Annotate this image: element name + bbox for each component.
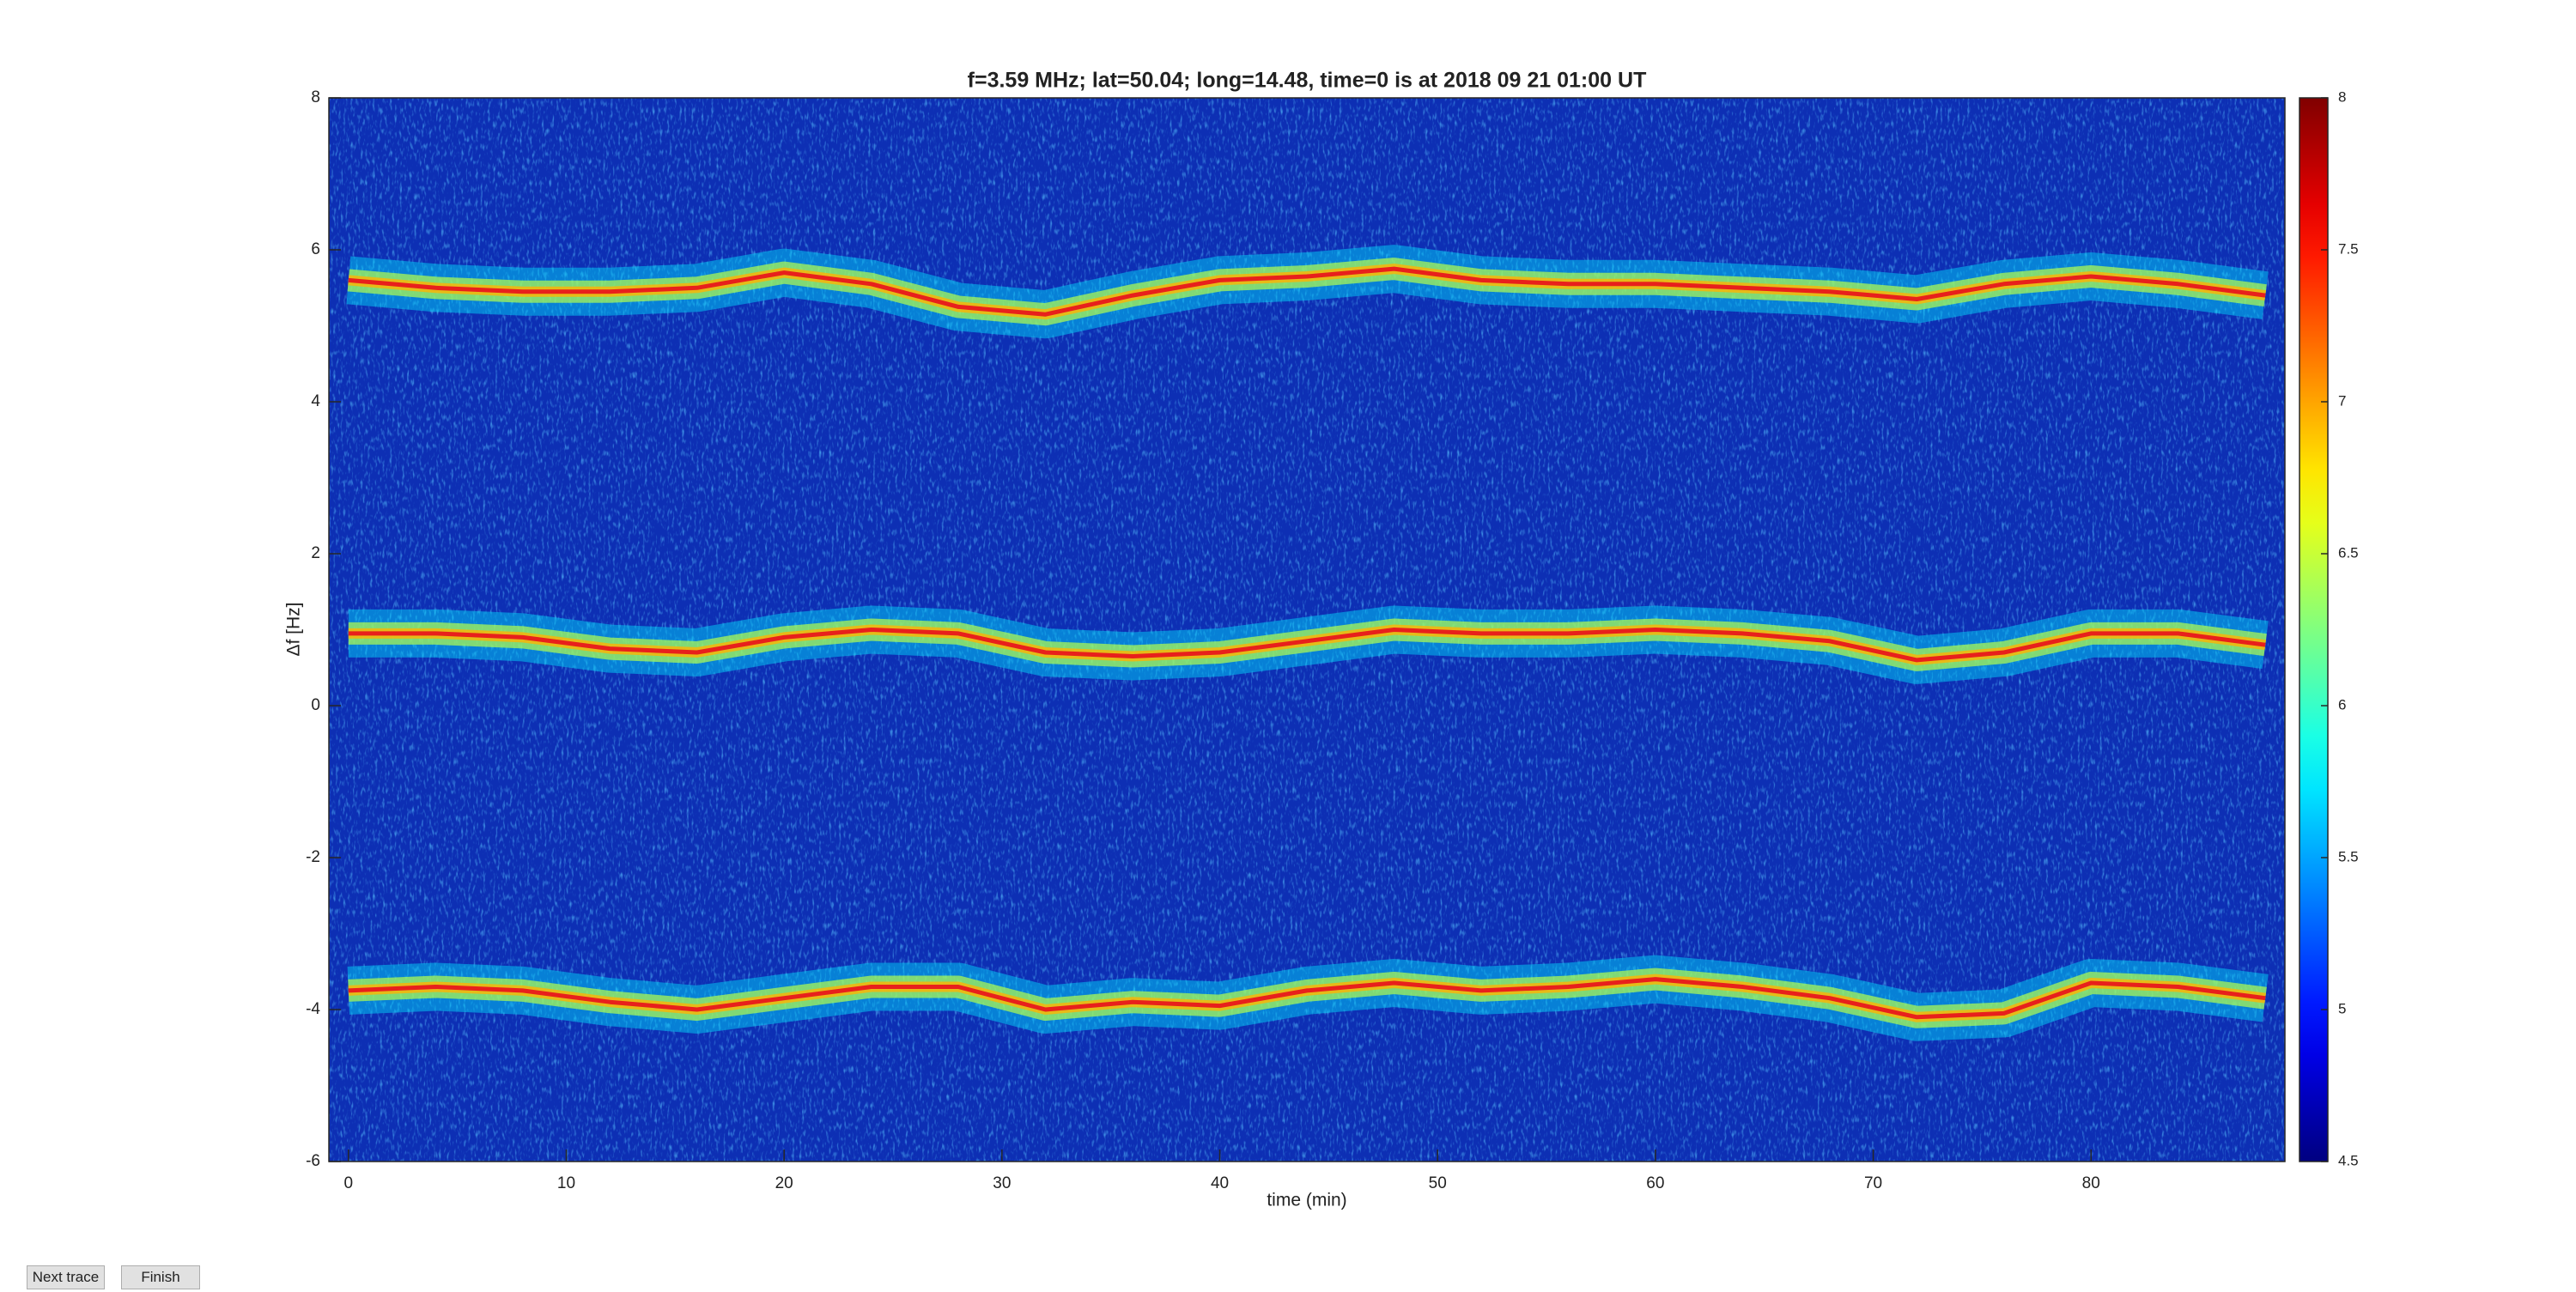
x-tick-label: 60	[1646, 1174, 1664, 1192]
colorbar-tick-label: 5.5	[2338, 848, 2359, 864]
colorbar-tick-label: 6	[2338, 696, 2346, 713]
colorbar	[2299, 97, 2329, 1162]
y-tick-label: 8	[311, 88, 320, 106]
x-tick-label: 70	[1864, 1174, 1882, 1192]
y-tick-label: -2	[306, 848, 320, 866]
x-tick-label: 50	[1429, 1174, 1447, 1192]
colorbar-tick-label: 8	[2338, 88, 2346, 105]
colorbar-tick-label: 5	[2338, 1000, 2346, 1016]
x-axis-label: time (min)	[1267, 1191, 1346, 1210]
plot-frame	[328, 97, 2286, 1162]
colorbar-tick-label: 4.5	[2338, 1152, 2359, 1168]
trace-line	[348, 628, 2266, 663]
chart-title: f=3.59 MHz; lat=50.04; long=14.48, time=…	[968, 69, 1647, 93]
next-trace-button[interactable]: Next trace	[27, 1265, 105, 1289]
x-tick-label: 20	[775, 1174, 793, 1192]
y-tick-label: 0	[311, 696, 320, 714]
x-tick-label: 80	[2082, 1174, 2100, 1192]
traces	[346, 245, 2269, 1041]
trace-line	[348, 266, 2266, 317]
colorbar-tick-label: 7	[2338, 392, 2346, 409]
x-tick-label: 30	[993, 1174, 1011, 1192]
colorbar-tick-label: 7.5	[2338, 240, 2359, 257]
x-tick-label: 10	[557, 1174, 575, 1192]
y-tick-label: -6	[306, 1152, 320, 1170]
y-tick-label: 2	[311, 544, 320, 562]
x-tick-label: 40	[1211, 1174, 1229, 1192]
y-tick-label: 4	[311, 392, 320, 410]
y-tick-label: -4	[306, 1000, 320, 1018]
finish-button[interactable]: Finish	[121, 1265, 200, 1289]
x-tick-label: 0	[344, 1174, 354, 1192]
y-axis-label: Δf [Hz]	[284, 602, 304, 656]
y-tick-label: 6	[311, 240, 320, 258]
trace-line	[348, 977, 2266, 1020]
chart: f=3.59 MHz; lat=50.04; long=14.48, time=…	[284, 69, 2359, 1210]
colorbar-tick-label: 6.5	[2338, 544, 2359, 561]
